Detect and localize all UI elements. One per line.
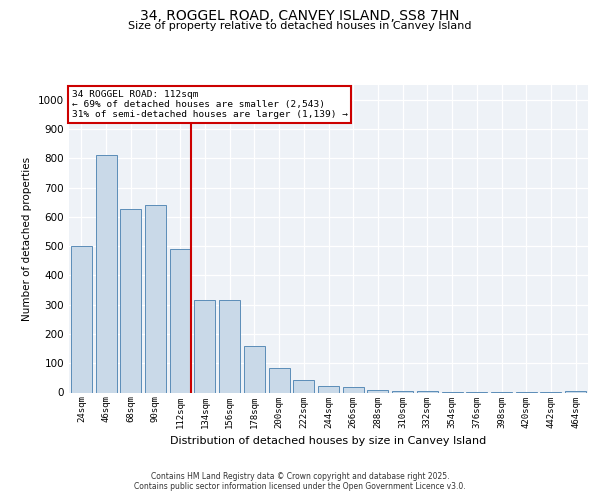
Bar — [170, 249, 191, 392]
Bar — [219, 300, 240, 392]
Bar — [120, 210, 141, 392]
Bar — [293, 380, 314, 392]
Text: 34 ROGGEL ROAD: 112sqm
← 69% of detached houses are smaller (2,543)
31% of semi-: 34 ROGGEL ROAD: 112sqm ← 69% of detached… — [71, 90, 347, 120]
Bar — [194, 300, 215, 392]
Bar — [565, 391, 586, 392]
Bar — [367, 390, 388, 392]
Bar — [269, 368, 290, 392]
Bar — [71, 246, 92, 392]
Y-axis label: Number of detached properties: Number of detached properties — [22, 156, 32, 321]
X-axis label: Distribution of detached houses by size in Canvey Island: Distribution of detached houses by size … — [170, 436, 487, 446]
Bar — [392, 390, 413, 392]
Bar — [343, 387, 364, 392]
Bar — [244, 346, 265, 393]
Text: 34, ROGGEL ROAD, CANVEY ISLAND, SS8 7HN: 34, ROGGEL ROAD, CANVEY ISLAND, SS8 7HN — [140, 9, 460, 23]
Bar — [95, 156, 116, 392]
Bar — [318, 386, 339, 392]
Bar — [145, 205, 166, 392]
Text: Size of property relative to detached houses in Canvey Island: Size of property relative to detached ho… — [128, 21, 472, 31]
Text: Contains HM Land Registry data © Crown copyright and database right 2025.
Contai: Contains HM Land Registry data © Crown c… — [134, 472, 466, 491]
